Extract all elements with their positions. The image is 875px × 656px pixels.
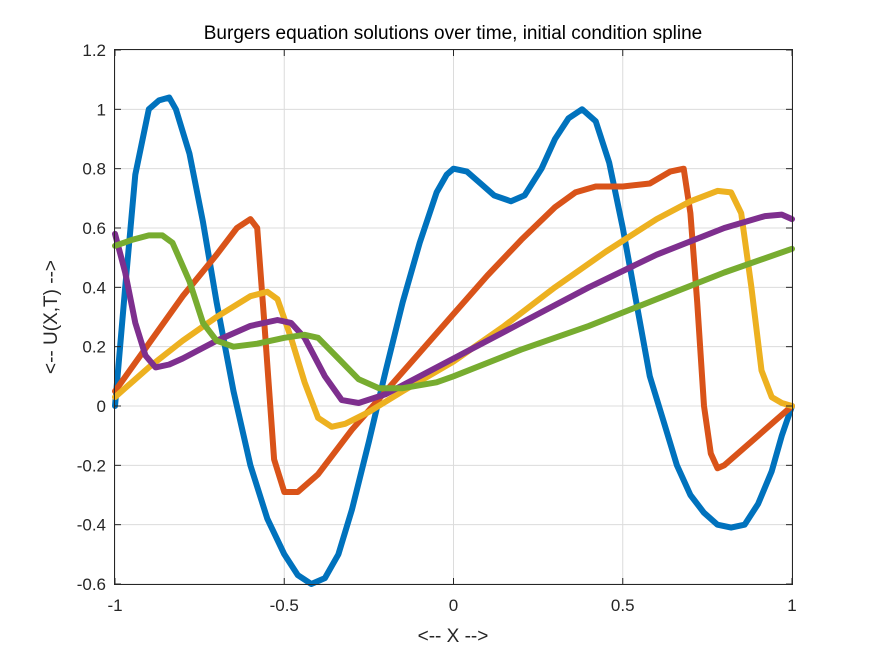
x-tick-label: 0	[449, 596, 458, 615]
x-axis-label: <-- X -->	[418, 626, 489, 647]
y-tick-label: 0.8	[82, 160, 106, 179]
chart-title: Burgers equation solutions over time, in…	[204, 23, 703, 44]
y-tick-label: 0	[97, 397, 106, 416]
series-line-3	[112, 187, 795, 430]
y-tick-label: -0.4	[77, 516, 106, 535]
x-tick-label: -0.5	[270, 596, 299, 615]
series-group	[112, 94, 795, 587]
y-axis-label: <-- U(X,T) -->	[41, 260, 62, 374]
x-axis-ticks: -1 -0.5 0 0.5 1	[107, 50, 797, 615]
y-axis-ticks: -0.6 -0.4 -0.2 0 0.2 0.4 0.6 0.8 1 1.2	[77, 41, 792, 594]
x-tick-label: -1	[107, 596, 122, 615]
y-tick-label: 1.2	[82, 41, 106, 60]
axes-frame	[114, 49, 793, 585]
y-tick-label: 1	[97, 100, 106, 119]
series-line-4	[112, 211, 795, 406]
series-line-2	[112, 165, 795, 495]
x-tick-label: 1	[787, 596, 796, 615]
y-tick-label: -0.2	[77, 456, 106, 475]
x-tick-label: 0.5	[611, 596, 635, 615]
y-tick-label: -0.6	[77, 575, 106, 594]
series-line-5	[112, 232, 795, 392]
y-tick-label: 0.6	[82, 219, 106, 238]
y-tick-label: 0.4	[82, 278, 106, 297]
y-tick-label: 0.2	[82, 338, 106, 357]
series-line-1	[112, 94, 795, 587]
